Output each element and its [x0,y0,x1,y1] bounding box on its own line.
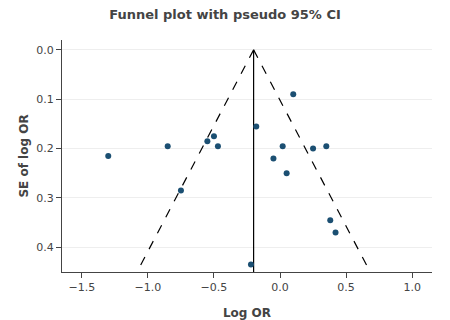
svg-text:SE of log OR: SE of log OR [17,114,31,197]
svg-text:0.4: 0.4 [36,241,54,254]
svg-text:1.0: 1.0 [403,281,421,294]
svg-text:0.5: 0.5 [337,281,355,294]
svg-text:Log OR: Log OR [223,306,271,320]
svg-text:0.0: 0.0 [271,281,289,294]
svg-text:−0.5: −0.5 [201,281,228,294]
svg-text:−1.0: −1.0 [135,281,162,294]
svg-text:0.0: 0.0 [36,44,54,57]
svg-text:−1.5: −1.5 [68,281,95,294]
svg-text:0.3: 0.3 [36,192,54,205]
svg-text:0.1: 0.1 [36,93,54,106]
svg-text:Funnel plot with pseudo 95% CI: Funnel plot with pseudo 95% CI [109,7,341,22]
svg-text:0.2: 0.2 [36,142,54,155]
